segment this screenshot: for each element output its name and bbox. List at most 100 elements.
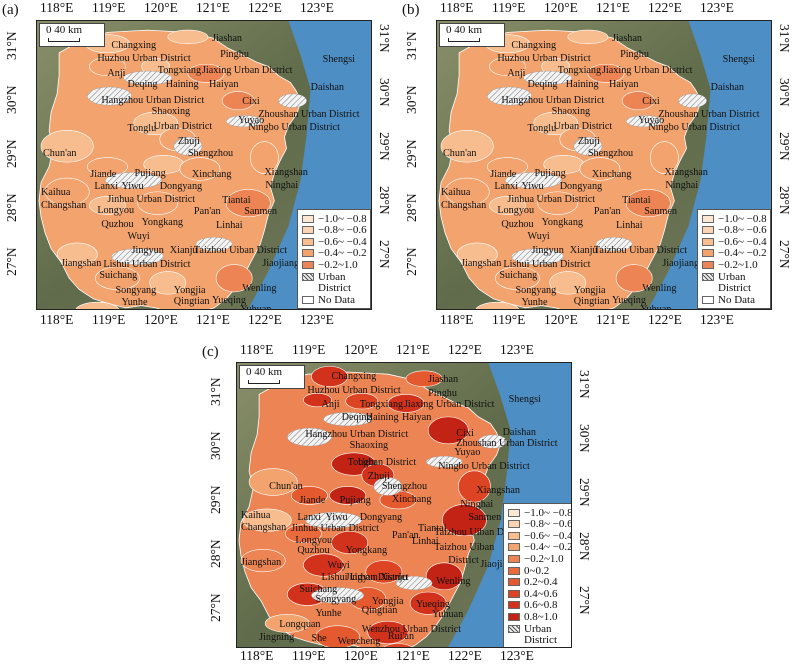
place-label: Pujiang [534, 167, 566, 179]
place-label: Jiande [299, 495, 326, 507]
legend-label: −0.4~ −0.2 [318, 247, 367, 260]
place-label: Longyou [97, 205, 135, 217]
district-region [40, 129, 94, 163]
legend-swatch [508, 531, 520, 540]
legend-swatch [702, 237, 714, 246]
place-label: Haining [565, 78, 599, 90]
legend-label: −0.6~ −0.4 [318, 235, 367, 248]
place-label: Qingtian [573, 296, 610, 308]
place-label: Suichang [99, 270, 138, 282]
place-label: Pan'an [193, 206, 221, 218]
latitude-label: 29°N [377, 132, 392, 161]
place-label: Xinchang [391, 494, 432, 506]
place-label: Jiande [90, 168, 117, 180]
place-label: Deqing [127, 78, 158, 90]
district-region [179, 157, 221, 181]
latitude-label: 28°N [377, 186, 392, 215]
longitude-label: 122°E [248, 0, 282, 15]
legend-item: −0.8~ −0.6 [302, 224, 367, 236]
place-label: Haiyan [209, 78, 239, 90]
latitude-label: 31°N [208, 377, 223, 406]
legend-item: −0.6~ −0.4 [302, 235, 367, 248]
place-label: Shaoxing [151, 106, 191, 118]
place-label: Sanmen [468, 512, 502, 524]
place-label: Jiande [490, 168, 517, 180]
place-label: Haining [165, 78, 199, 90]
place-label: Tiantai [418, 523, 447, 535]
urban-district-area [105, 172, 162, 189]
urban-district-area [678, 93, 707, 108]
place-label: Dongyang [559, 181, 603, 193]
longitude-label: 120°E [344, 648, 378, 663]
place-label: Yuyao [638, 115, 665, 127]
legend-item: No Data [508, 646, 561, 647]
urban-district-area [323, 412, 373, 427]
legend-swatch [508, 554, 520, 563]
legend-swatch [302, 272, 314, 281]
place-label: Chun'an [269, 480, 303, 492]
legend-swatch [702, 260, 714, 269]
legend-item: No Data [302, 294, 355, 306]
longitude-label: 123°E [300, 312, 334, 327]
place-label: District [448, 554, 479, 566]
urban-district-area [173, 136, 203, 156]
longitude-label: 122°E [648, 0, 682, 15]
legend-item: −0.4~ −0.2 [508, 541, 571, 553]
longitude-label: 121°E [396, 648, 430, 663]
district-region [387, 394, 425, 413]
place-label: Huzhou Urban District [307, 385, 401, 397]
legend-item: 0.2~0.4 [508, 576, 557, 588]
place-label: Yuhuan [240, 304, 272, 310]
place-label: Pan'an [593, 206, 621, 218]
longitude-label: 121°E [596, 312, 630, 327]
district-region [149, 271, 187, 295]
place-label: Pinghu [220, 49, 249, 61]
place-label: Changshan [41, 199, 87, 211]
place-label: Tiantai [222, 195, 251, 207]
legend-swatch [508, 508, 520, 517]
legend-item: −0.2~1.0 [508, 553, 564, 565]
place-label: Yunhe [315, 607, 342, 619]
place-label: Wenling [242, 282, 277, 294]
place-label: Shengsi [722, 53, 755, 65]
legend-label: −0.8~ −0.6 [718, 224, 767, 237]
map-panel-a: (a) 118°E 118°E 119°E 119°E 120°E 120°E 121°E 12… [0, 0, 400, 335]
district-region [291, 486, 328, 505]
district-region [458, 470, 491, 503]
district-region [187, 63, 225, 83]
district-region [549, 271, 587, 295]
legend-label: Urban [318, 270, 346, 283]
place-label: Haining [365, 412, 399, 424]
legend-swatch [508, 624, 520, 633]
latitude-label: 30°N [4, 85, 19, 114]
place-label: Jiaxing Urban District [601, 65, 693, 77]
district-region [137, 191, 179, 215]
longitude-label: 118°E [40, 312, 74, 327]
place-label: Yueqing [416, 598, 451, 610]
legend-item: −0.2~1.0 [702, 259, 758, 271]
place-label: Yunhe [121, 297, 148, 309]
urban-district-area [511, 248, 564, 265]
place-label: Wencheng [337, 635, 381, 647]
longitude-label: 118°E [240, 648, 274, 663]
place-label: Autonomous [319, 645, 372, 647]
place-label: Yunhe [521, 297, 548, 309]
place-label: Zhoushan Urban District [258, 108, 360, 120]
district-region [487, 157, 528, 177]
place-label: Wuyi [527, 231, 550, 243]
legend-swatch [702, 295, 714, 304]
place-label: Changshan [241, 522, 287, 534]
place-label: Quzhou [101, 218, 134, 230]
place-label: Jiashan [612, 33, 643, 45]
place-label: Wenling [642, 282, 677, 294]
place-label: Linhai [216, 220, 243, 232]
place-label: Tiantai [622, 195, 651, 207]
map-frame: Changxing Jiashan Huzhou Urban District Pin… [36, 20, 372, 310]
scale-bar-line [448, 38, 480, 42]
latitude-label: 30°N [377, 78, 392, 107]
place-label: Urban District [553, 121, 613, 133]
place-label: Xianju [569, 245, 598, 257]
place-label: Xianju [169, 245, 198, 257]
place-label: Quzhou [297, 544, 330, 556]
place-label: Pinghu [428, 387, 457, 399]
